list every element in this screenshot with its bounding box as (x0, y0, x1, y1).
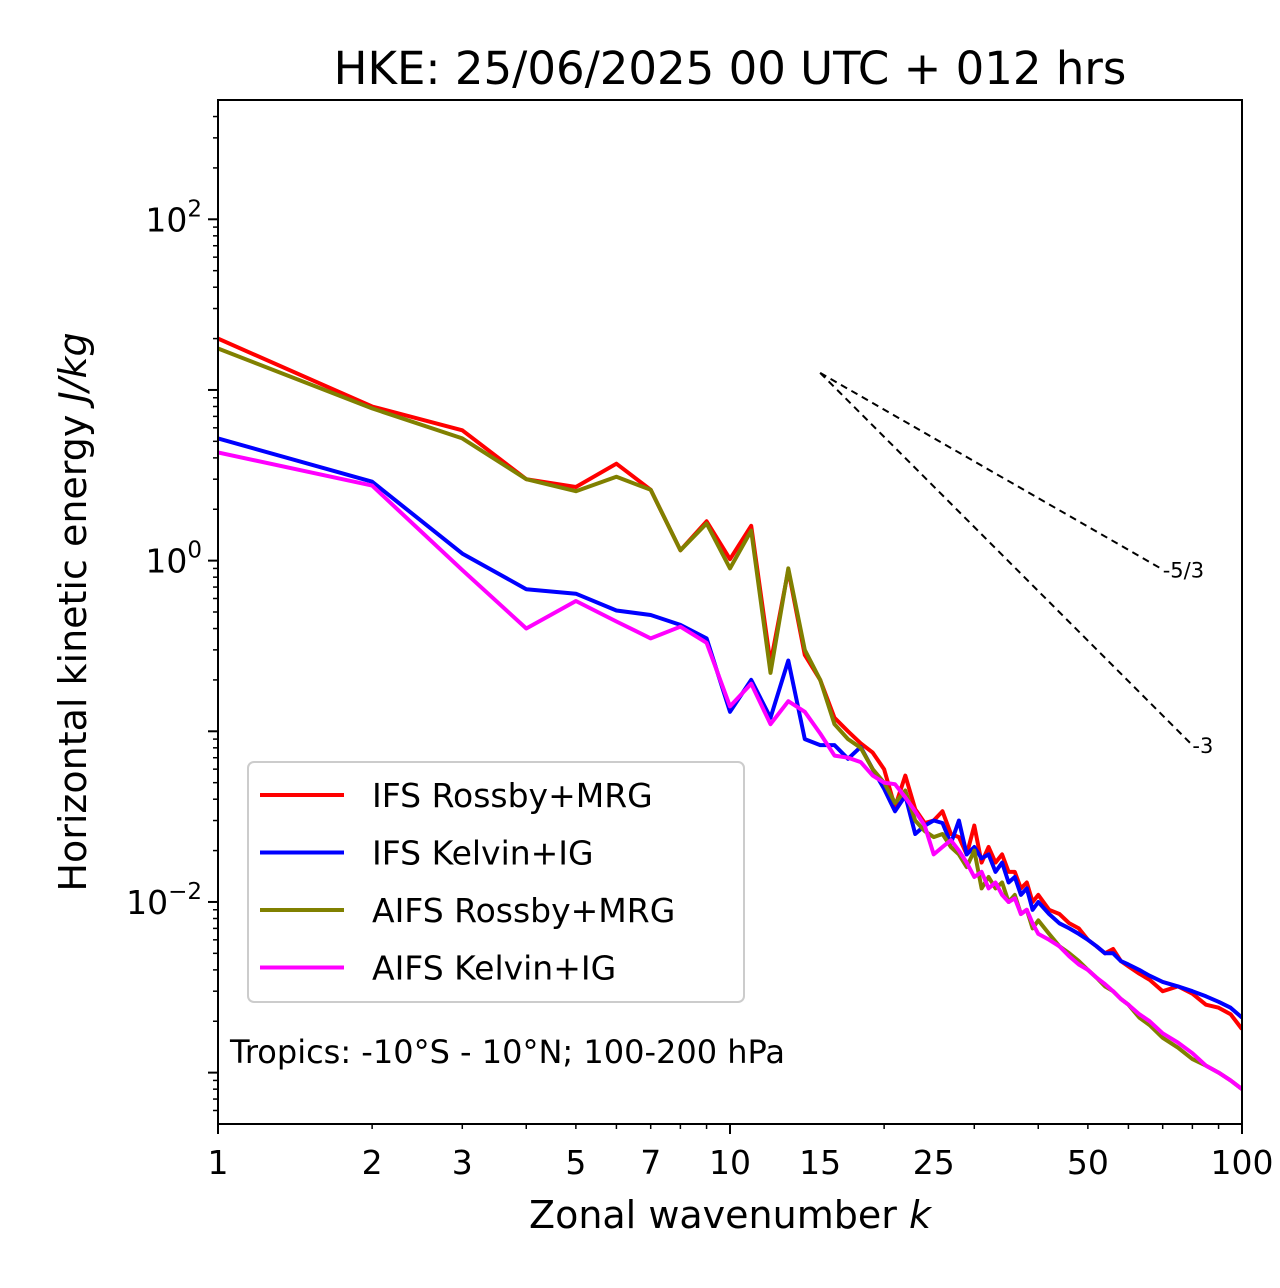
legend-label-aifs-rossby-mrg: AIFS Rossby+MRG (372, 891, 675, 930)
x-tick-label: 3 (452, 1143, 473, 1182)
legend-box (247, 761, 745, 1003)
x-tick-label: 10 (709, 1143, 751, 1182)
plot-frame (217, 99, 1243, 1125)
reference-label-slope-5-3: -5/3 (1163, 559, 1204, 583)
reference-lines: -5/3 -3 (819, 372, 1213, 758)
x-tick-label: 1 (208, 1143, 229, 1182)
y-tick-label: 10−2 (126, 879, 202, 922)
x-tick-label: 100 (1211, 1143, 1274, 1182)
x-tick-label: 2 (362, 1143, 383, 1182)
reference-label-slope-3: -3 (1192, 734, 1213, 758)
series-line-aifs-kelvin-ig (218, 450, 1242, 1091)
legend-label-aifs-kelvin-ig: AIFS Kelvin+IG (372, 949, 616, 988)
x-tick-label: 50 (1067, 1143, 1109, 1182)
y-axis-label: Horizontal kinetic energy J/kg (51, 332, 95, 891)
region-annotation: Tropics: -10°S - 10°N; 100-200 hPa (229, 1033, 785, 1071)
chart-title: HKE: 25/06/2025 00 UTC + 012 hrs (334, 42, 1127, 95)
x-tick-label: 5 (565, 1143, 586, 1182)
legend: IFS Rossby+MRG IFS Kelvin+IG AIFS Rossby+M… (247, 761, 745, 1003)
x-axis-label: Zonal wavenumber k (529, 1193, 933, 1237)
x-tick-label: 25 (913, 1143, 955, 1182)
x-tick-label: 15 (799, 1143, 841, 1182)
x-tick-label: 7 (640, 1143, 661, 1182)
reference-line-slope-3 (819, 372, 1194, 746)
legend-label-ifs-rossby-mrg: IFS Rossby+MRG (372, 776, 653, 815)
legend-label-ifs-kelvin-ig: IFS Kelvin+IG (372, 834, 594, 873)
reference-line-slope-5-3 (819, 372, 1164, 571)
series-layer (218, 336, 1242, 1091)
